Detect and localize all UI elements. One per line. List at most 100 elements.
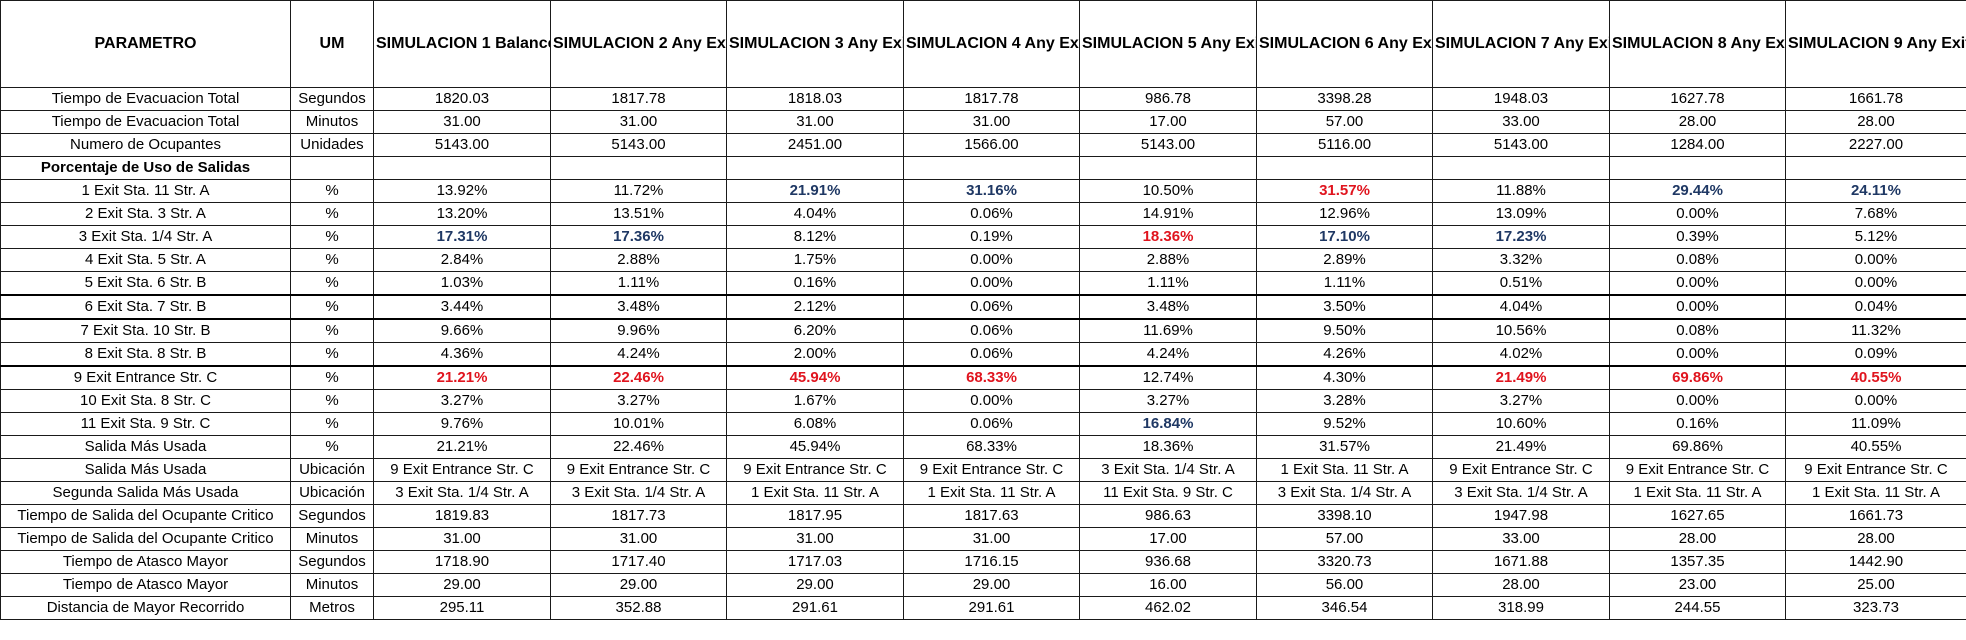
value-cell-sim-7: 1671.88 bbox=[1432, 550, 1610, 574]
value-cell-sim-7: 21.49% bbox=[1432, 435, 1610, 459]
table-row: Tiempo de Evacuacion Total Segundos 1820.0… bbox=[0, 87, 1966, 111]
table-row: 4 Exit Sta. 5 Str. A% 2.84% 2.88% 1.75% 0.00… bbox=[0, 248, 1966, 272]
value-cell-sim-2: 17.36% bbox=[550, 225, 727, 249]
value-cell-sim-9: 1 Exit Sta. 11 Str. A bbox=[1785, 481, 1966, 505]
row-label: 7 Exit Sta. 10 Str. B bbox=[0, 318, 291, 343]
value-cell-sim-3: 9 Exit Entrance Str. C bbox=[726, 458, 904, 482]
table-row: 1 Exit Sta. 11 Str. A% 13.92% 11.72% 21.91%… bbox=[0, 179, 1966, 203]
value-cell-sim-5: 16.84% bbox=[1079, 412, 1257, 436]
value-cell-sim-6: 17.10% bbox=[1256, 225, 1433, 249]
value-cell-sim-1: 1718.90 bbox=[373, 550, 551, 574]
value-cell-sim-1: 4.36% bbox=[373, 342, 551, 367]
value-cell-sim-8: 1 Exit Sta. 11 Str. A bbox=[1609, 481, 1786, 505]
table-row: Tiempo de Atasco Mayor Minutos 29.00 29.00 2… bbox=[0, 573, 1966, 597]
value-cell-sim-4: 0.06% bbox=[903, 342, 1080, 367]
value-cell-sim-8 bbox=[1609, 156, 1786, 180]
value-cell-sim-5: 18.36% bbox=[1079, 435, 1257, 459]
value-cell-sim-9: 0.00% bbox=[1785, 248, 1966, 272]
value-cell-sim-3: 2.00% bbox=[726, 342, 904, 367]
value-cell-sim-4: 31.16% bbox=[903, 179, 1080, 203]
row-unit: Minutos bbox=[290, 110, 374, 134]
value-cell-sim-9: 28.00 bbox=[1785, 527, 1966, 551]
row-label: 5 Exit Sta. 6 Str. B bbox=[0, 271, 291, 296]
value-cell-sim-8: 0.39% bbox=[1609, 225, 1786, 249]
value-cell-sim-5: 986.78 bbox=[1079, 87, 1257, 111]
value-cell-sim-4: 1 Exit Sta. 11 Str. A bbox=[903, 481, 1080, 505]
value-cell-sim-9: 28.00 bbox=[1785, 110, 1966, 134]
value-cell-sim-7: 11.88% bbox=[1432, 179, 1610, 203]
table-row: Numero de Ocupantes Unidades 5143.00 5143.0… bbox=[0, 133, 1966, 157]
row-label: 6 Exit Sta. 7 Str. B bbox=[0, 294, 291, 320]
value-cell-sim-4: 0.00% bbox=[903, 248, 1080, 272]
value-cell-sim-7: 28.00 bbox=[1432, 573, 1610, 597]
value-cell-sim-7: 9 Exit Entrance Str. C bbox=[1432, 458, 1610, 482]
row-unit: % bbox=[290, 412, 374, 436]
row-unit: % bbox=[290, 294, 374, 320]
value-cell-sim-9: 0.00% bbox=[1785, 271, 1966, 296]
value-cell-sim-4: 0.19% bbox=[903, 225, 1080, 249]
value-cell-sim-9: 9 Exit Entrance Str. C bbox=[1785, 458, 1966, 482]
value-cell-sim-8: 0.00% bbox=[1609, 202, 1786, 226]
value-cell-sim-1: 13.92% bbox=[373, 179, 551, 203]
value-cell-sim-4: 68.33% bbox=[903, 435, 1080, 459]
table-row: 11 Exit Sta. 9 Str. C% 9.76% 10.01% 6.08% 0.… bbox=[0, 412, 1966, 436]
table-row: Distancia de Mayor Recorrido Metros 295.11… bbox=[0, 596, 1966, 620]
value-cell-sim-6: 31.57% bbox=[1256, 435, 1433, 459]
value-cell-sim-9: 25.00 bbox=[1785, 573, 1966, 597]
table-row: Tiempo de Evacuacion Total Minutos 31.00 31… bbox=[0, 110, 1966, 134]
value-cell-sim-2: 11.72% bbox=[550, 179, 727, 203]
value-cell-sim-7: 0.51% bbox=[1432, 271, 1610, 296]
value-cell-sim-4: 1817.78 bbox=[903, 87, 1080, 111]
value-cell-sim-2: 10.01% bbox=[550, 412, 727, 436]
value-cell-sim-3: 8.12% bbox=[726, 225, 904, 249]
section-row: Porcentaje de Uso de Salidas bbox=[0, 156, 1966, 180]
value-cell-sim-7: 10.56% bbox=[1432, 318, 1610, 343]
row-unit: % bbox=[290, 179, 374, 203]
row-label: 4 Exit Sta. 5 Str. A bbox=[0, 248, 291, 272]
value-cell-sim-9: 11.09% bbox=[1785, 412, 1966, 436]
value-cell-sim-1: 1819.83 bbox=[373, 504, 551, 528]
value-cell-sim-9: 7.68% bbox=[1785, 202, 1966, 226]
value-cell-sim-9: 11.32% bbox=[1785, 318, 1966, 343]
value-cell-sim-8: 9 Exit Entrance Str. C bbox=[1609, 458, 1786, 482]
value-cell-sim-9: 40.55% bbox=[1785, 435, 1966, 459]
value-cell-sim-4: 1817.63 bbox=[903, 504, 1080, 528]
value-cell-sim-8: 23.00 bbox=[1609, 573, 1786, 597]
header-simulacion-5: SIMULACION 5 Any Exit Total 3 Escaleras bbox=[1079, 0, 1257, 88]
table-row: 8 Exit Sta. 8 Str. B% 4.36% 4.24% 2.00% 0.06… bbox=[0, 342, 1966, 367]
value-cell-sim-3: 1.67% bbox=[726, 389, 904, 413]
table-row: 7 Exit Sta. 10 Str. B% 9.66% 9.96% 6.20% 0.0… bbox=[0, 318, 1966, 343]
value-cell-sim-1: 1.03% bbox=[373, 271, 551, 296]
value-cell-sim-2: 3.48% bbox=[550, 294, 727, 320]
row-unit: % bbox=[290, 435, 374, 459]
value-cell-sim-6: 57.00 bbox=[1256, 527, 1433, 551]
value-cell-sim-9: 323.73 bbox=[1785, 596, 1966, 620]
value-cell-sim-1 bbox=[373, 156, 551, 180]
value-cell-sim-4: 0.00% bbox=[903, 271, 1080, 296]
value-cell-sim-7: 33.00 bbox=[1432, 527, 1610, 551]
value-cell-sim-5: 3 Exit Sta. 1/4 Str. A bbox=[1079, 458, 1257, 482]
value-cell-sim-5: 18.36% bbox=[1079, 225, 1257, 249]
value-cell-sim-6: 9.52% bbox=[1256, 412, 1433, 436]
header-simulacion-1: SIMULACION 1 Balanceado-Any Exit Sectori… bbox=[373, 0, 551, 88]
value-cell-sim-2: 1817.78 bbox=[550, 87, 727, 111]
value-cell-sim-2: 22.46% bbox=[550, 365, 727, 390]
row-unit: % bbox=[290, 389, 374, 413]
value-cell-sim-6: 3398.10 bbox=[1256, 504, 1433, 528]
value-cell-sim-6: 3.50% bbox=[1256, 294, 1433, 320]
row-unit: % bbox=[290, 365, 374, 390]
table-row: Segunda Salida Más Usada Ubicación 3 Exit … bbox=[0, 481, 1966, 505]
row-unit: Minutos bbox=[290, 573, 374, 597]
header-simulacion-9: SIMULACION 9 Any Exit Total Modo Oficina… bbox=[1785, 0, 1966, 88]
value-cell-sim-2: 4.24% bbox=[550, 342, 727, 367]
value-cell-sim-2: 5143.00 bbox=[550, 133, 727, 157]
value-cell-sim-2: 31.00 bbox=[550, 527, 727, 551]
table-row: Tiempo de Atasco Mayor Segundos 1718.90 171… bbox=[0, 550, 1966, 574]
value-cell-sim-3: 1717.03 bbox=[726, 550, 904, 574]
value-cell-sim-9: 2227.00 bbox=[1785, 133, 1966, 157]
value-cell-sim-1: 3.27% bbox=[373, 389, 551, 413]
row-unit: Ubicación bbox=[290, 481, 374, 505]
value-cell-sim-6 bbox=[1256, 156, 1433, 180]
row-label: 10 Exit Sta. 8 Str. C bbox=[0, 389, 291, 413]
